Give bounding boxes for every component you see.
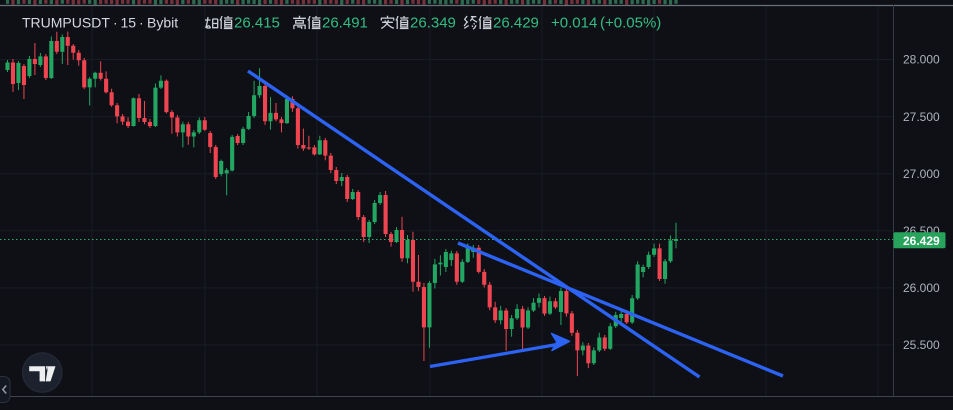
svg-text:26.429: 26.429: [493, 15, 539, 32]
svg-text:27.000: 27.000: [903, 167, 940, 181]
svg-text:26.429: 26.429: [903, 234, 940, 248]
svg-text:27.500: 27.500: [903, 110, 940, 124]
svg-text:28.000: 28.000: [903, 53, 940, 67]
svg-text:Bybit: Bybit: [147, 15, 178, 31]
svg-text:26.000: 26.000: [903, 281, 940, 295]
svg-text:25.500: 25.500: [903, 338, 940, 352]
svg-text:26.349: 26.349: [410, 15, 456, 32]
svg-text:+0.014: +0.014: [551, 15, 597, 32]
svg-text:TRUMPUSDT: TRUMPUSDT: [22, 15, 110, 31]
svg-text:·: ·: [113, 15, 118, 31]
svg-text:(+0.05%): (+0.05%): [600, 15, 661, 32]
svg-text:26.415: 26.415: [234, 15, 280, 32]
svg-text:26.491: 26.491: [322, 15, 368, 32]
svg-text:·: ·: [139, 15, 144, 31]
svg-text:15: 15: [121, 15, 137, 31]
